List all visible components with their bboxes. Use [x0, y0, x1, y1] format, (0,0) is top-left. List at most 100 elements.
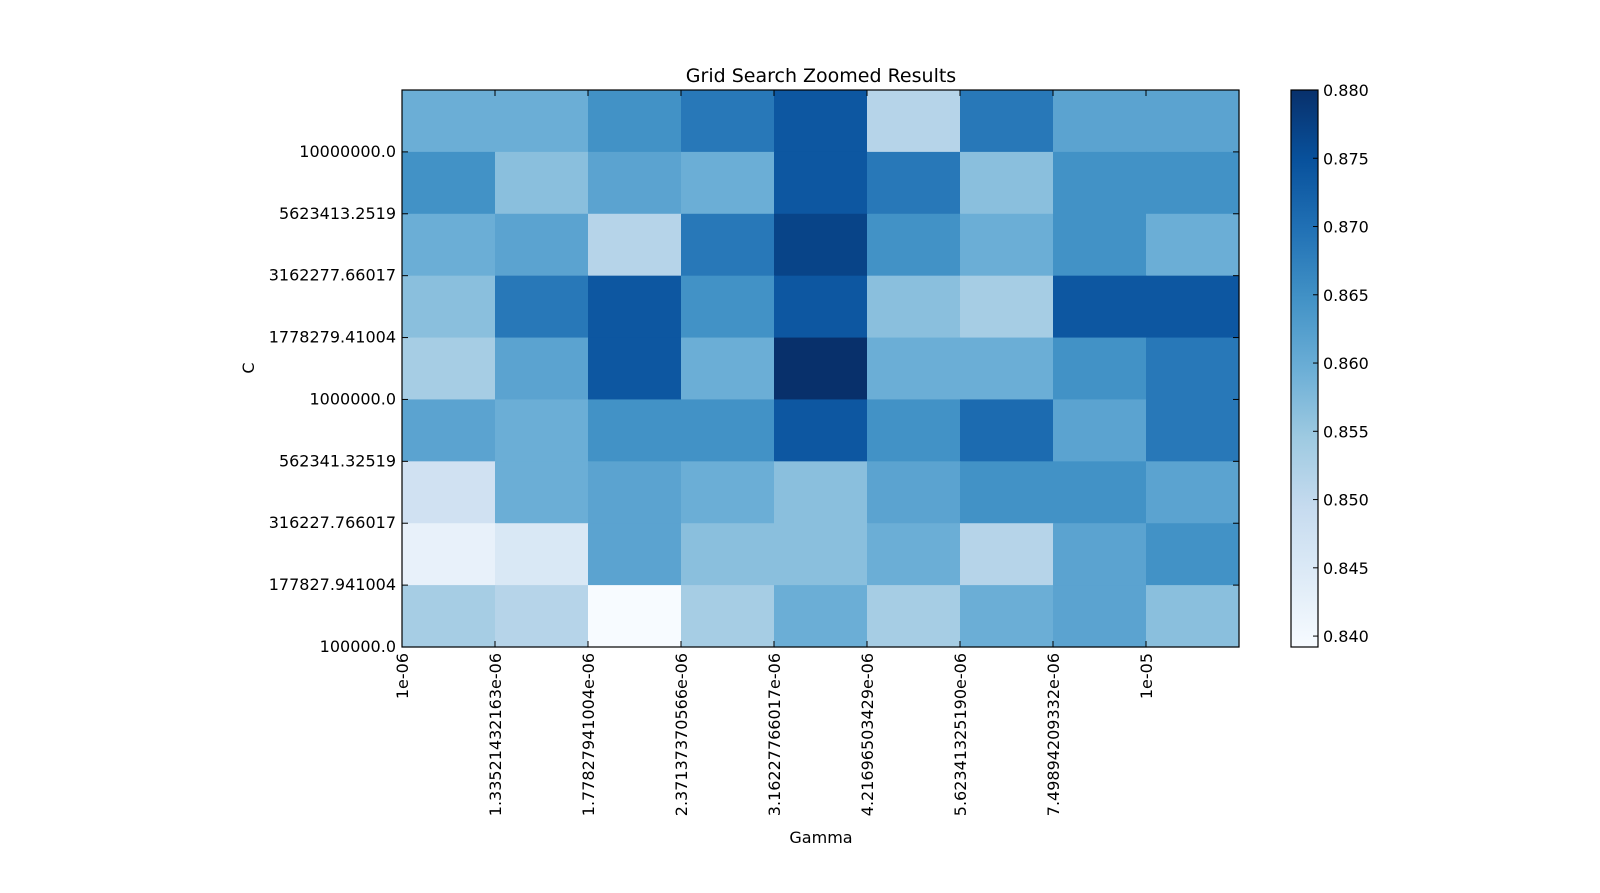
- y-tick-label: 1000000.0: [309, 389, 396, 408]
- heatmap-cell-r3-c6: [960, 275, 1054, 339]
- heatmap-cell-r8-c5: [867, 585, 961, 648]
- colorbar-tick-label: 0.880: [1323, 81, 1369, 100]
- y-tick-label: 5623413.2519: [279, 204, 396, 223]
- heatmap-cell-r0-c6: [960, 90, 1054, 153]
- heatmap-cell-r5-c1: [495, 399, 589, 462]
- heatmap-cell-r2-c1: [495, 213, 589, 277]
- heatmap-cell-r5-c2: [588, 399, 682, 462]
- heatmap-cell-r4-c3: [681, 337, 775, 401]
- heatmap-cell-r4-c1: [495, 337, 589, 401]
- plot-frame: [401, 89, 1240, 648]
- heatmap-cell-r5-c6: [960, 399, 1054, 462]
- heatmap-cell-r6-c3: [681, 461, 775, 524]
- heatmap-cell-r5-c7: [1053, 399, 1147, 462]
- x-axis-label: Gamma: [789, 828, 852, 847]
- heatmap-cell-r6-c0: [402, 461, 496, 524]
- heatmap-cell-r5-c0: [402, 399, 496, 462]
- heatmap-cell-r2-c3: [681, 213, 775, 277]
- heatmap-cell-r4-c7: [1053, 337, 1147, 401]
- heatmap-cell-r3-c1: [495, 275, 589, 339]
- heatmap-cell-r0-c3: [681, 90, 775, 153]
- heatmap-cell-r0-c2: [588, 90, 682, 153]
- heatmap-cell-r7-c3: [681, 523, 775, 586]
- heatmap-cell-r6-c1: [495, 461, 589, 524]
- colorbar-tick-label: 0.855: [1323, 422, 1369, 441]
- heatmap-cell-r0-c7: [1053, 90, 1147, 153]
- heatmap-cells: [402, 90, 1240, 648]
- heatmap-cell-r2-c6: [960, 213, 1054, 277]
- heatmap-cell-r1-c4: [774, 151, 868, 215]
- x-tick-label: 5.62341325190e-06: [951, 653, 970, 816]
- heatmap-cell-r8-c8: [1146, 585, 1240, 648]
- colorbar-frame: [1290, 89, 1319, 648]
- heatmap-cell-r5-c3: [681, 399, 775, 462]
- heatmap-cell-r1-c8: [1146, 151, 1240, 215]
- heatmap-cell-r1-c3: [681, 151, 775, 215]
- colorbar-tick-label: 0.875: [1323, 149, 1369, 168]
- heatmap-cell-r7-c7: [1053, 523, 1147, 586]
- heatmap-cell-r7-c6: [960, 523, 1054, 586]
- y-tick-label: 100000.0: [320, 637, 396, 656]
- heatmap-cell-r3-c2: [588, 275, 682, 339]
- heatmap-cell-r4-c5: [867, 337, 961, 401]
- heatmap-cell-r4-c8: [1146, 337, 1240, 401]
- heatmap-cell-r1-c5: [867, 151, 961, 215]
- y-tick-label: 562341.32519: [279, 451, 396, 470]
- y-tick-label: 177827.941004: [269, 575, 396, 594]
- heatmap-cell-r6-c5: [867, 461, 961, 524]
- heatmap-cell-r6-c6: [960, 461, 1054, 524]
- colorbar-tick-label: 0.840: [1323, 627, 1369, 646]
- heatmap-cell-r8-c4: [774, 585, 868, 648]
- x-tick-label: 1e-06: [393, 653, 412, 699]
- heatmap-cell-r1-c0: [402, 151, 496, 215]
- heatmap-cell-r7-c5: [867, 523, 961, 586]
- heatmap-cell-r8-c0: [402, 585, 496, 648]
- y-axis-ticks: 100000.0 177827.941004 316227.766017 562341…: [269, 142, 1239, 656]
- heatmap-cell-r8-c1: [495, 585, 589, 648]
- heatmap-cell-r3-c8: [1146, 275, 1240, 339]
- heatmap-cell-r4-c0: [402, 337, 496, 401]
- colorbar: 0.840 0.845 0.850 0.855 0.860 0.865 0.870 0.875…: [1290, 81, 1369, 648]
- colorbar-tick-label: 0.850: [1323, 491, 1369, 510]
- heatmap-cell-r3-c3: [681, 275, 775, 339]
- x-tick-label: 7.49894209332e-06: [1044, 653, 1063, 816]
- heatmap-cell-r7-c2: [588, 523, 682, 586]
- heatmap-cell-r2-c0: [402, 213, 496, 277]
- heatmap-cell-r6-c8: [1146, 461, 1240, 524]
- heatmap-cell-r0-c1: [495, 90, 589, 153]
- heatmap-cell-r3-c4: [774, 275, 868, 339]
- x-tick-label: 1.77827941004e-06: [579, 653, 598, 816]
- colorbar-tick-label: 0.860: [1323, 354, 1369, 373]
- heatmap-cell-r1-c2: [588, 151, 682, 215]
- x-tick-label: 1e-05: [1137, 653, 1156, 699]
- heatmap-cell-r8-c3: [681, 585, 775, 648]
- y-tick-label: 10000000.0: [299, 142, 396, 161]
- heatmap-cell-r2-c2: [588, 213, 682, 277]
- x-tick-label: 3.16227766017e-06: [765, 653, 784, 816]
- heatmap-cell-r2-c7: [1053, 213, 1147, 277]
- heatmap-cell-r6-c7: [1053, 461, 1147, 524]
- heatmap-cell-r8-c6: [960, 585, 1054, 648]
- heatmap-cell-r3-c0: [402, 275, 496, 339]
- heatmap-cell-r6-c4: [774, 461, 868, 524]
- colorbar-tick-label: 0.845: [1323, 559, 1369, 578]
- colorbar-tick-label: 0.870: [1323, 218, 1369, 237]
- heatmap-cell-r5-c8: [1146, 399, 1240, 462]
- x-tick-label: 2.37137370566e-06: [672, 653, 691, 816]
- heatmap-cell-r4-c6: [960, 337, 1054, 401]
- y-tick-label: 1778279.41004: [269, 328, 396, 347]
- y-tick-label: 316227.766017: [269, 513, 396, 532]
- heatmap-cell-r4-c4: [774, 337, 868, 401]
- heatmap-cell-r7-c1: [495, 523, 589, 586]
- heatmap-cell-r4-c2: [588, 337, 682, 401]
- y-axis-label: C: [239, 362, 258, 373]
- chart-title: Grid Search Zoomed Results: [686, 65, 956, 87]
- heatmap-cell-r2-c4: [774, 213, 868, 277]
- heatmap-cell-r2-c5: [867, 213, 961, 277]
- heatmap-cell-r7-c8: [1146, 523, 1240, 586]
- heatmap-cell-r0-c0: [402, 90, 496, 153]
- heatmap-cell-r8-c7: [1053, 585, 1147, 648]
- heatmap-cell-r5-c4: [774, 399, 868, 462]
- heatmap-cell-r7-c4: [774, 523, 868, 586]
